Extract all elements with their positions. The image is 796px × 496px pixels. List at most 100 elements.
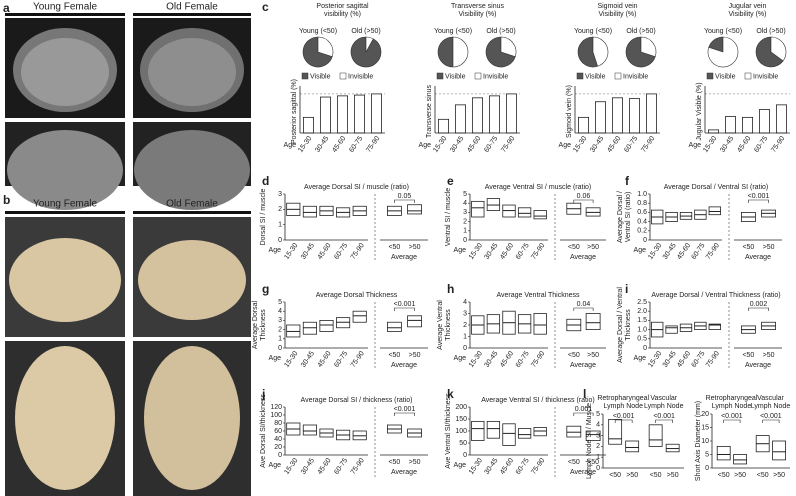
column-header: Old Female — [166, 199, 218, 210]
pie-slice — [625, 36, 656, 68]
x-tick-label: >50 — [763, 352, 775, 359]
y-axis-label: Average Dorsal — [252, 300, 259, 349]
bar — [725, 116, 737, 134]
panel-label: j — [261, 387, 265, 401]
x-tick-label: <50 — [757, 472, 769, 479]
x-tick-label: 60-75 — [691, 350, 707, 369]
chart-title: Sigmoid vein — [597, 3, 637, 10]
pie-slice — [592, 36, 609, 67]
bar — [646, 93, 658, 134]
p-value: 0.001 — [575, 406, 593, 413]
pie-label: Young (<50) — [299, 28, 337, 35]
y-axis-label: Average Ventral — [437, 300, 444, 350]
x-tick-label: 60-75 — [515, 350, 531, 369]
box — [708, 206, 721, 216]
pie-label: Old (>50) — [486, 28, 515, 35]
bar — [708, 129, 720, 134]
box — [566, 425, 582, 438]
y-axis-label: Ventral SI (ratio) — [625, 192, 632, 243]
x-tick-label: 75-90 — [640, 135, 656, 154]
y-axis-label: Lymph Node SI / Muscle — [586, 403, 593, 479]
x-axis-label: Average — [391, 469, 417, 476]
p-value: 0.06 — [577, 193, 591, 200]
y-tick-label: 0.6 — [637, 209, 647, 216]
box — [533, 426, 547, 437]
x-tick-label: >50 — [734, 472, 746, 479]
x-tick-label: 45-60 — [736, 135, 752, 154]
box — [716, 445, 731, 461]
group-title: Vascular — [650, 395, 677, 402]
x-axis-label: Age — [634, 247, 647, 254]
x-tick-label: 75-90 — [365, 135, 381, 154]
column-header: Old Female — [166, 2, 218, 13]
panel-label: b — [3, 193, 10, 207]
y-tick-label: 0 — [278, 452, 282, 459]
p-value: <0.001 — [394, 406, 416, 413]
x-tick-label: <50 — [568, 352, 580, 359]
chart-title: Average Dorsal SI / thickness (ratio) — [301, 397, 413, 404]
box — [471, 420, 485, 441]
x-tick-label: 45-60 — [466, 135, 482, 154]
group-title: Retropharyngeal — [597, 395, 649, 402]
box — [585, 430, 601, 442]
x-tick-label: 60-75 — [333, 242, 349, 261]
x-tick-label: 75-90 — [350, 457, 366, 476]
y-tick-label: 2 — [463, 218, 467, 225]
box — [302, 424, 317, 436]
p-bracket — [748, 307, 769, 311]
group-title: Vascular — [757, 395, 784, 402]
bar — [505, 93, 517, 134]
p-bracket — [748, 199, 769, 203]
pie-label: Young (<50) — [574, 28, 612, 35]
panel-label: h — [447, 282, 454, 296]
pie-slice — [452, 36, 469, 68]
y-tick-label: 0 — [463, 452, 467, 459]
box — [302, 205, 317, 218]
p-bracket — [573, 199, 594, 203]
x-axis-label: Age — [634, 355, 647, 362]
box — [517, 207, 532, 218]
x-tick-label: 30-45 — [449, 135, 465, 154]
x-tick-label: 30-45 — [662, 350, 678, 369]
pie-slice — [317, 36, 334, 58]
y-tick-label: 2 — [596, 443, 600, 450]
x-tick-label: 15-30 — [283, 457, 299, 476]
pie-slice — [500, 36, 517, 58]
bar — [471, 97, 483, 134]
y-axis-label: Posterior sagittal (%) — [291, 79, 298, 144]
x-tick-label: 30-45 — [314, 135, 330, 154]
x-tick-label: 15-30 — [647, 350, 663, 369]
y-tick-label: 0 — [705, 465, 709, 472]
x-tick-label: 75-90 — [350, 350, 366, 369]
x-tick-label: 15-30 — [283, 350, 299, 369]
x-tick-label: 60-75 — [483, 135, 499, 154]
p-bracket — [394, 199, 415, 203]
pie-slice — [302, 36, 333, 68]
x-axis-label: Average — [570, 362, 596, 369]
p-value: <0.001 — [653, 413, 675, 420]
y-axis-label: Ventral SI / muscle — [445, 188, 452, 246]
x-axis-label: Age — [454, 247, 467, 254]
x-tick-label: 15-30 — [572, 135, 588, 154]
x-axis-label: Age — [559, 142, 572, 149]
legend-swatch — [576, 72, 584, 80]
p-value: <0.001 — [613, 413, 635, 420]
y-tick-label: 1.0 — [637, 326, 647, 333]
p-bracket — [394, 307, 415, 311]
x-axis-label: Average — [391, 362, 417, 369]
x-tick-label: 15-30 — [647, 242, 663, 261]
x-tick-label: 45-60 — [317, 242, 333, 261]
x-tick-label: >50 — [587, 244, 599, 251]
x-axis-label: Average — [745, 254, 771, 261]
chart-title: Transverse sinus — [451, 3, 505, 10]
pie-label: Young (<50) — [704, 28, 742, 35]
y-axis-label: Thickness — [260, 309, 267, 341]
pie-slice — [755, 36, 784, 68]
legend-swatch — [339, 72, 347, 80]
y-tick-label: 1.0 — [637, 191, 647, 198]
x-tick-label: 30-45 — [662, 242, 678, 261]
p-bracket — [573, 307, 594, 311]
p-value: 0.04 — [577, 301, 591, 308]
x-tick-label: 60-75 — [753, 135, 769, 154]
